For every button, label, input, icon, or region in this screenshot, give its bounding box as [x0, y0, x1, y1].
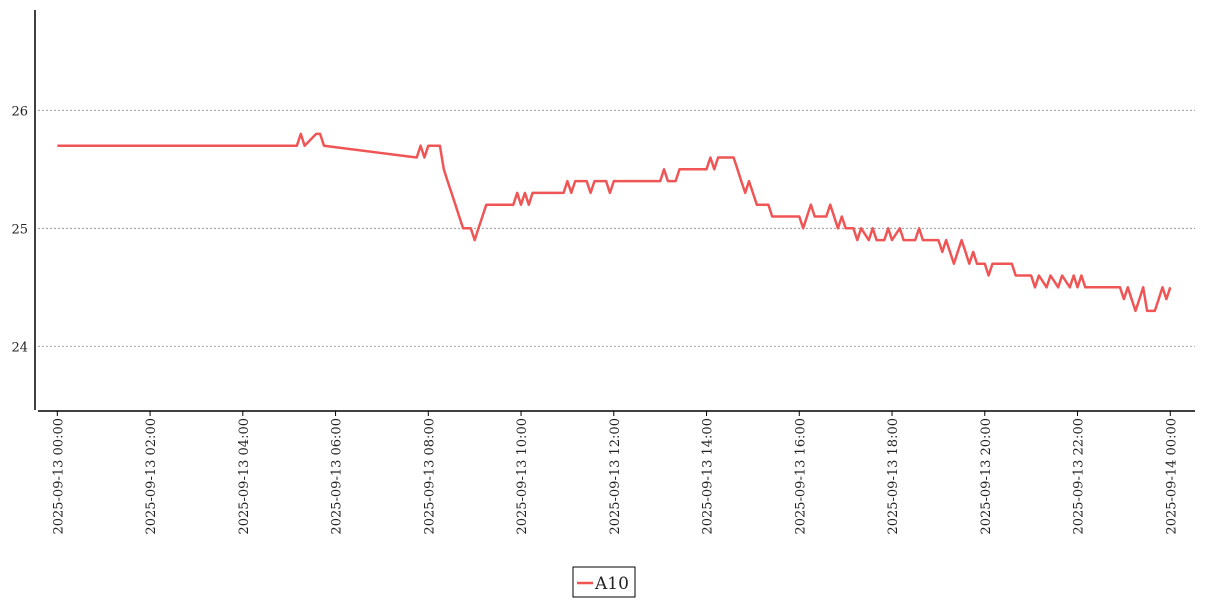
x-tick-label: 2025-09-13 12:00: [608, 418, 623, 535]
x-tick-label: 2025-09-13 06:00: [330, 418, 345, 535]
y-tick-label: 25: [11, 222, 28, 237]
x-tick-label: 2025-09-13 02:00: [144, 418, 159, 535]
x-tick-label: 2025-09-13 20:00: [979, 418, 994, 535]
line-series: [57, 132, 1172, 313]
x-tick-label: 2025-09-13 22:00: [1072, 418, 1087, 535]
x-tick-label: 2025-09-13 10:00: [515, 418, 530, 535]
x-tick-label: 2025-09-13 14:00: [701, 418, 716, 535]
y-tick-label: 24: [11, 340, 28, 355]
y-tick-label: 26: [11, 104, 28, 119]
legend: A10: [572, 566, 636, 598]
x-tick-label: 2025-09-13 16:00: [793, 418, 808, 535]
x-tick-label: 2025-09-13 00:00: [51, 418, 66, 535]
x-tick-label: 2025-09-13 04:00: [237, 418, 252, 535]
x-tick-label: 2025-09-13 18:00: [886, 418, 901, 535]
legend-label: A10: [594, 574, 629, 594]
x-tick-label: 2025-09-14 00:00: [1164, 418, 1179, 535]
x-tick-label: 2025-09-13 08:00: [422, 418, 437, 535]
